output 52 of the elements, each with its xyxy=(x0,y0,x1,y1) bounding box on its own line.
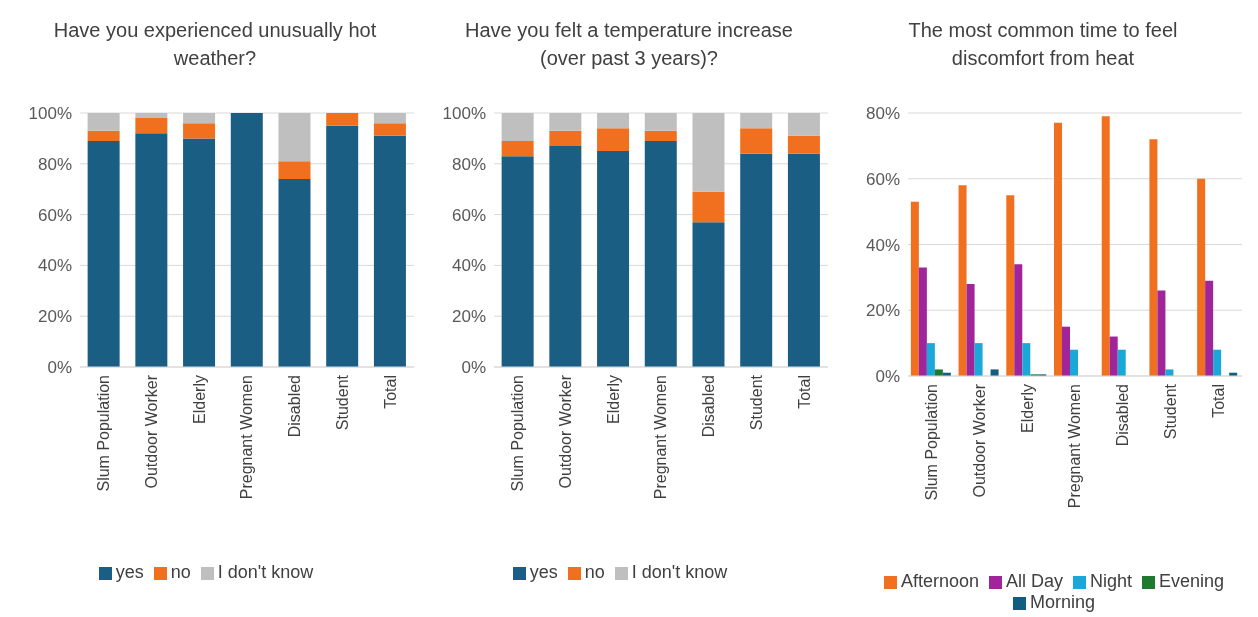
legend-label: All Day xyxy=(1005,571,1063,591)
y-tick-label: 40% xyxy=(865,235,900,255)
y-tick-label: 80% xyxy=(865,104,900,124)
x-tick-label: Slum Population xyxy=(923,384,941,501)
x-tick-label: Elderly xyxy=(190,375,208,424)
x-tick-label: Outdoor Worker xyxy=(556,374,574,489)
x-tick-label: Elderly xyxy=(1018,384,1036,433)
y-tick-label: 60% xyxy=(451,205,486,225)
x-tick-label: Student xyxy=(747,374,765,431)
y-tick-label: 40% xyxy=(451,256,486,276)
x-tick-label: Pregnant Women xyxy=(238,375,256,500)
x-tick-label: Slum Population xyxy=(509,375,527,492)
x-tick-label: Disabled xyxy=(1114,384,1132,447)
x-tick-label: Student xyxy=(1161,383,1179,440)
x-tick-label: Disabled xyxy=(700,375,718,438)
y-tick-label: 0% xyxy=(875,367,900,387)
y-tick-label: 60% xyxy=(37,205,72,225)
legend-label: no xyxy=(170,562,191,582)
legend-label: Morning xyxy=(1029,592,1096,612)
y-tick-label: 20% xyxy=(865,301,900,321)
x-tick-label: Outdoor Worker xyxy=(142,374,160,489)
y-tick-label: 80% xyxy=(37,154,72,174)
x-tick-label: Pregnant Women xyxy=(652,375,670,500)
y-tick-label: 100% xyxy=(28,104,72,124)
y-tick-label: 20% xyxy=(37,307,72,327)
x-tick-label: Elderly xyxy=(604,375,622,424)
x-tick-label: Total xyxy=(795,375,813,409)
x-tick-label: Outdoor Worker xyxy=(970,383,988,498)
legend-label: Afternoon xyxy=(900,571,979,591)
x-tick-label: Student xyxy=(333,374,351,431)
y-tick-label: 0% xyxy=(47,358,72,378)
y-tick-label: 80% xyxy=(451,154,486,174)
y-tick-label: 40% xyxy=(37,256,72,276)
y-tick-label: 100% xyxy=(442,104,486,124)
legend-label: I don't know xyxy=(631,562,728,582)
legend-label: yes xyxy=(115,562,144,582)
y-tick-label: 60% xyxy=(865,169,900,189)
x-tick-label: Slum Population xyxy=(95,375,113,492)
y-tick-label: 0% xyxy=(461,358,486,378)
legend-label: yes xyxy=(529,562,558,582)
chart-title: Have you experienced unusually hot weather? xyxy=(52,18,378,71)
legend-label: no xyxy=(584,562,605,582)
legend-label: I don't know xyxy=(217,562,314,582)
x-tick-label: Pregnant Women xyxy=(1066,384,1084,509)
y-tick-label: 20% xyxy=(451,307,486,327)
x-tick-label: Disabled xyxy=(286,375,304,438)
x-tick-label: Total xyxy=(381,375,399,409)
legend-label: Night xyxy=(1089,571,1133,591)
chart-title: Have you felt a temperature increase (over past 3 years)? xyxy=(464,18,794,71)
chart-title: The most common time to feel discomfort from heat xyxy=(907,18,1179,71)
legend-label: Evening xyxy=(1159,571,1225,591)
x-tick-label: Total xyxy=(1209,384,1227,418)
